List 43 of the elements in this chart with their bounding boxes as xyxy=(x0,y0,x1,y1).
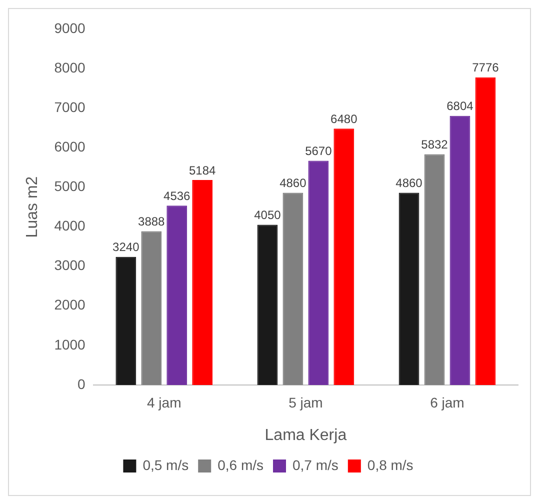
data-label: 3888 xyxy=(138,214,166,229)
data-label: 5832 xyxy=(421,138,448,152)
data-label: 4860 xyxy=(280,176,307,190)
y-tick-label: 2000 xyxy=(54,296,86,313)
bar xyxy=(475,77,496,385)
y-tick-label: 4000 xyxy=(54,218,86,234)
data-label: 7776 xyxy=(472,60,500,75)
bar xyxy=(192,180,213,385)
bar xyxy=(282,192,304,385)
data-label: 5670 xyxy=(305,144,332,158)
x-axis-title: Lama Kerja xyxy=(264,426,347,444)
bar xyxy=(166,206,188,385)
y-tick-label: 3000 xyxy=(54,257,86,274)
x-tick-label: 6 jam xyxy=(430,394,464,410)
bar xyxy=(257,224,278,385)
bar xyxy=(450,116,470,385)
legend-label: 0,7 m/s xyxy=(292,456,338,473)
data-label: 3240 xyxy=(112,240,140,254)
data-label: 4536 xyxy=(164,188,191,203)
legend-label: 0,5 m/s xyxy=(142,456,189,473)
y-tick-label: 9000 xyxy=(54,20,86,36)
data-label: 4050 xyxy=(254,208,282,222)
data-label: 5184 xyxy=(188,163,216,178)
legend-label: 0,6 m/s xyxy=(218,456,264,473)
data-label: 6480 xyxy=(330,112,358,126)
bar xyxy=(334,128,354,385)
bar xyxy=(141,231,162,385)
bar xyxy=(308,160,329,385)
y-tick-label: 8000 xyxy=(54,59,86,76)
legend-label: 0,8 m/s xyxy=(367,456,414,473)
y-tick-label: 5000 xyxy=(54,178,86,194)
y-axis-title: Luas m2 xyxy=(24,176,42,238)
data-label: 4860 xyxy=(396,176,423,190)
y-tick-label: 7000 xyxy=(54,98,86,115)
x-tick-label: 5 jam xyxy=(288,394,323,410)
y-tick-label: 6000 xyxy=(54,138,86,155)
y-tick-label: 0 xyxy=(78,376,86,392)
data-label: 6804 xyxy=(446,99,474,114)
bar xyxy=(116,256,136,385)
bar xyxy=(424,154,445,385)
y-tick-label: 1000 xyxy=(54,336,86,352)
bar xyxy=(398,192,420,385)
x-tick-label: 4 jam xyxy=(147,394,182,410)
